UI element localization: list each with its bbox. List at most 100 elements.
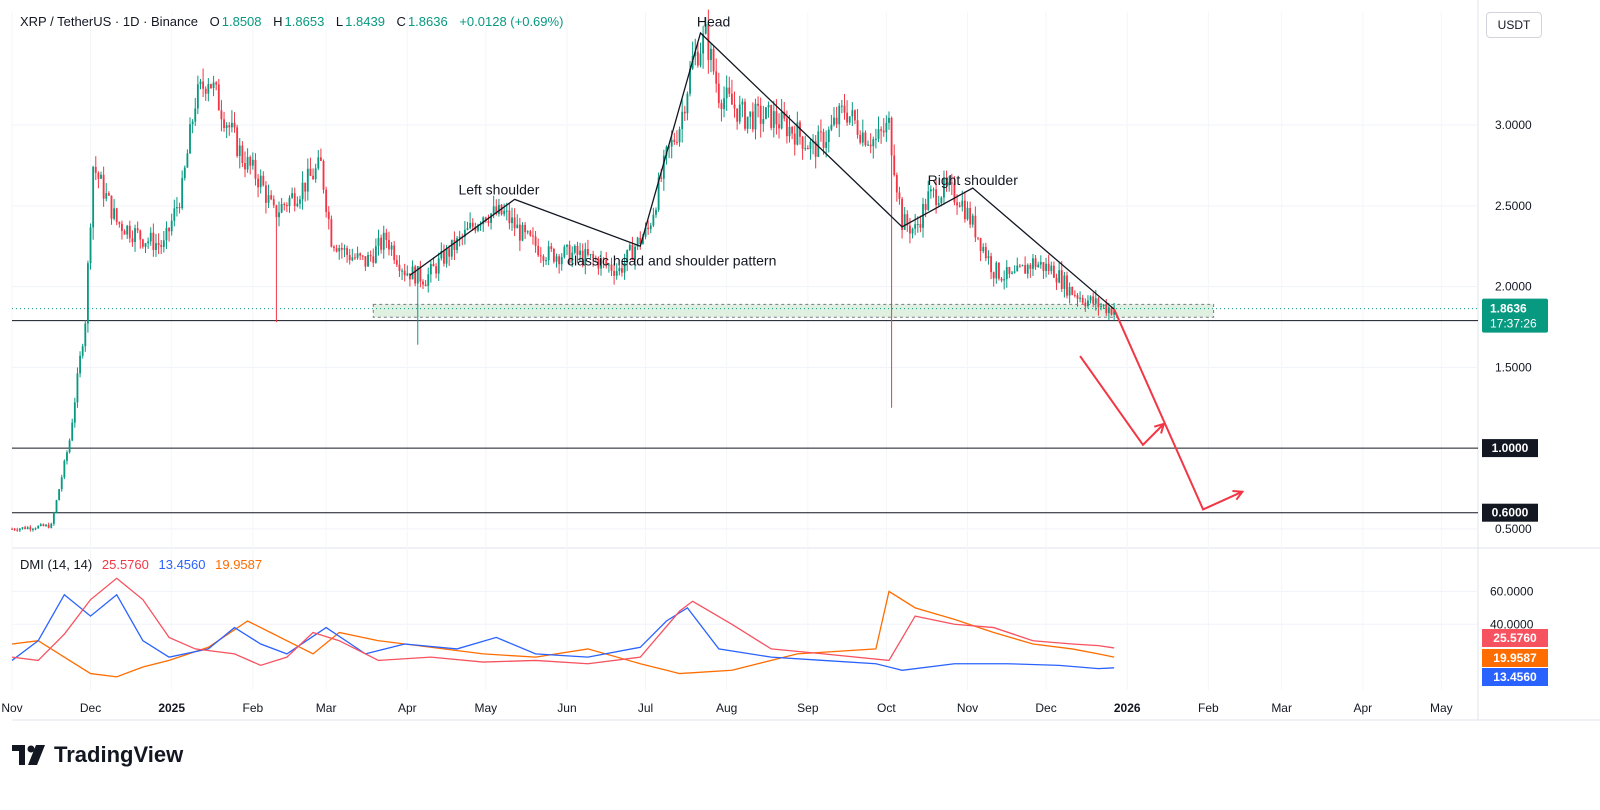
- candle-body[interactable]: [58, 489, 61, 501]
- candle-body[interactable]: [398, 264, 401, 271]
- candle-body[interactable]: [24, 527, 27, 529]
- candle-body[interactable]: [924, 203, 927, 210]
- candle-body[interactable]: [547, 246, 550, 261]
- candle-body[interactable]: [1094, 298, 1097, 304]
- candle-body[interactable]: [683, 111, 686, 114]
- candle-body[interactable]: [427, 274, 430, 287]
- candle-body[interactable]: [181, 178, 184, 209]
- candle-body[interactable]: [950, 182, 953, 184]
- candle-body[interactable]: [327, 211, 330, 220]
- candle-body[interactable]: [440, 251, 443, 259]
- candle-body[interactable]: [39, 524, 42, 526]
- time-tick-label[interactable]: Mar: [316, 701, 337, 715]
- candle-body[interactable]: [597, 259, 600, 269]
- candle-body[interactable]: [882, 130, 885, 133]
- candle-body[interactable]: [767, 104, 770, 108]
- candle-body[interactable]: [854, 110, 856, 121]
- candle-body[interactable]: [984, 246, 987, 259]
- candle-body[interactable]: [785, 118, 788, 137]
- candle-body[interactable]: [835, 117, 838, 125]
- candle-body[interactable]: [676, 141, 678, 143]
- candle-body[interactable]: [943, 178, 945, 198]
- candle-body[interactable]: [1050, 265, 1053, 272]
- candle-body[interactable]: [1097, 298, 1100, 308]
- candle-body[interactable]: [152, 232, 155, 250]
- candle-body[interactable]: [791, 126, 794, 134]
- candle-body[interactable]: [681, 111, 684, 130]
- candle-body[interactable]: [1047, 263, 1050, 272]
- candle-body[interactable]: [1060, 270, 1063, 289]
- candle-body[interactable]: [660, 177, 663, 179]
- candle-body[interactable]: [992, 272, 995, 279]
- candle-body[interactable]: [333, 246, 335, 249]
- candle-body[interactable]: [456, 238, 458, 250]
- candle-body[interactable]: [450, 239, 453, 257]
- candle-body[interactable]: [356, 253, 359, 258]
- candle-body[interactable]: [783, 112, 786, 119]
- candle-body[interactable]: [728, 87, 731, 94]
- candle-body[interactable]: [351, 257, 354, 261]
- candle-body[interactable]: [257, 178, 259, 188]
- candle-body[interactable]: [199, 81, 202, 85]
- candle-body[interactable]: [801, 136, 804, 149]
- candle-body[interactable]: [864, 132, 867, 146]
- candle-body[interactable]: [45, 524, 47, 527]
- candle-body[interactable]: [840, 105, 843, 107]
- candle-body[interactable]: [102, 174, 105, 199]
- candle-body[interactable]: [744, 101, 746, 129]
- candle-body[interactable]: [1087, 300, 1089, 307]
- candle-body[interactable]: [770, 104, 773, 128]
- candle-body[interactable]: [406, 273, 409, 276]
- candle-body[interactable]: [827, 129, 830, 143]
- candle-body[interactable]: [634, 246, 636, 260]
- candle-body[interactable]: [238, 145, 241, 157]
- candle-body[interactable]: [364, 256, 367, 267]
- candle-body[interactable]: [1011, 272, 1013, 274]
- candle-body[interactable]: [958, 205, 961, 207]
- time-tick-label[interactable]: Aug: [716, 701, 737, 715]
- candle-body[interactable]: [79, 355, 81, 374]
- candle-body[interactable]: [1013, 271, 1016, 273]
- candle-body[interactable]: [780, 112, 783, 129]
- candle-body[interactable]: [741, 101, 744, 105]
- candle-body[interactable]: [437, 258, 440, 274]
- time-tick-label[interactable]: May: [1430, 701, 1453, 715]
- candle-body[interactable]: [267, 195, 270, 203]
- candle-body[interactable]: [804, 147, 807, 149]
- time-tick-label[interactable]: Apr: [1353, 701, 1372, 715]
- candle-body[interactable]: [157, 243, 160, 246]
- candle-body[interactable]: [1076, 295, 1079, 299]
- candle-body[interactable]: [916, 224, 919, 226]
- candle-body[interactable]: [1029, 264, 1032, 269]
- candle-body[interactable]: [919, 224, 922, 228]
- candle-body[interactable]: [1003, 279, 1006, 281]
- candle-body[interactable]: [649, 225, 652, 230]
- candle-body[interactable]: [689, 68, 691, 94]
- candle-body[interactable]: [1026, 264, 1029, 274]
- candle-body[interactable]: [668, 146, 670, 148]
- candle-body[interactable]: [749, 111, 752, 117]
- candle-body[interactable]: [851, 110, 854, 117]
- candle-body[interactable]: [335, 248, 338, 252]
- candle-body[interactable]: [710, 48, 712, 61]
- candle-body[interactable]: [246, 157, 249, 170]
- candle-body[interactable]: [545, 260, 547, 262]
- candle-body[interactable]: [139, 230, 142, 240]
- candle-body[interactable]: [251, 159, 254, 166]
- candle-body[interactable]: [272, 199, 275, 206]
- candle-body[interactable]: [874, 138, 877, 140]
- candle-body[interactable]: [594, 258, 597, 260]
- candle-body[interactable]: [573, 245, 576, 253]
- candle-body[interactable]: [1024, 265, 1027, 274]
- time-tick-label[interactable]: Feb: [242, 701, 263, 715]
- candle-body[interactable]: [765, 107, 767, 119]
- candle-body[interactable]: [160, 245, 163, 247]
- candle-body[interactable]: [1066, 275, 1068, 296]
- candle-body[interactable]: [319, 157, 322, 161]
- candle-body[interactable]: [291, 193, 294, 198]
- candle-body[interactable]: [1100, 306, 1102, 308]
- candle-body[interactable]: [759, 105, 762, 124]
- candle-body[interactable]: [1018, 265, 1021, 267]
- dmi-layer[interactable]: [11, 577, 1115, 678]
- candle-body[interactable]: [147, 241, 150, 244]
